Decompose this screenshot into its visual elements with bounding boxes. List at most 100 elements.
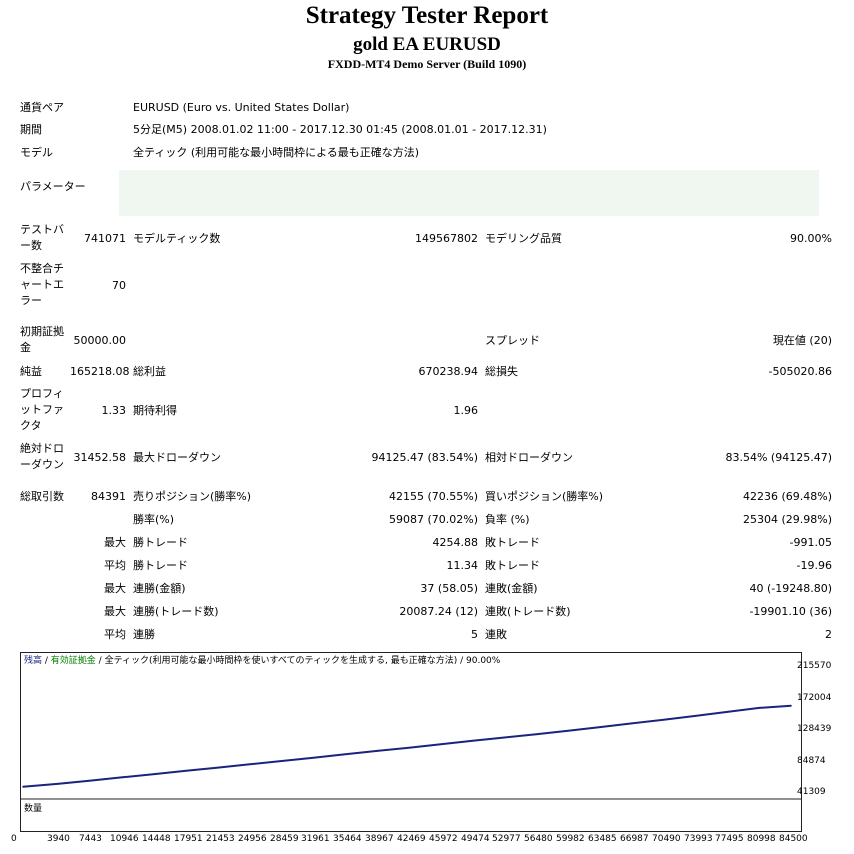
- y-tick-label: 84874: [797, 755, 826, 766]
- x-tick-label: 35464: [333, 834, 362, 844]
- loss-value: 25304 (29.98%): [742, 513, 832, 526]
- expected-value: 1.96: [453, 404, 479, 417]
- balance-point: [440, 743, 442, 745]
- model-label: モデル: [20, 146, 53, 159]
- legend-sep-1: /: [42, 656, 51, 666]
- balance-point: [694, 715, 697, 717]
- balance-chart: [20, 652, 802, 832]
- row-avg-label-2: 平均: [104, 628, 126, 641]
- bars-label: テストバー数: [20, 223, 64, 252]
- cons-lossamt-value: -19901.10 (36): [749, 605, 832, 618]
- largest-loss-value: -991.05: [789, 536, 832, 549]
- balance-point: [217, 766, 219, 769]
- row-max-label-2: 最大: [104, 582, 126, 595]
- balance-point: [758, 707, 760, 709]
- y-tick-label: 41309: [797, 787, 826, 797]
- cons-profit-value: 20087.24 (12): [399, 605, 478, 618]
- avg-win-label: 勝トレード: [133, 559, 188, 572]
- legend-sep-2: /: [95, 656, 105, 666]
- x-tick-label: 14448: [142, 834, 171, 844]
- balance-point: [503, 736, 506, 739]
- x-tick-label: 84500: [779, 834, 808, 844]
- abs-dd-value: 31452.58: [73, 451, 127, 464]
- avg-win-value: 11.34: [446, 559, 479, 572]
- rel-dd-value: 83.54% (94125.47): [725, 451, 832, 464]
- mismatch-value: 70: [112, 279, 126, 292]
- gross-loss-label: 総損失: [485, 365, 518, 378]
- row-max-label-3: 最大: [104, 605, 126, 618]
- x-tick-label: 52977: [492, 834, 521, 844]
- balance-point: [471, 740, 474, 742]
- volume-label: 数量: [24, 804, 43, 814]
- max-dd-value: 94125.47 (83.54%): [371, 451, 478, 464]
- x-tick-label: 63485: [588, 834, 617, 844]
- y-tick-label: 172004: [797, 692, 832, 703]
- balance-point: [344, 753, 347, 756]
- long-value: 42236 (69.48%): [742, 490, 832, 503]
- x-tick-label: 66987: [620, 834, 649, 844]
- mismatch-label: 不整合チャートエラー: [20, 262, 64, 307]
- short-value: 42155 (70.55%): [388, 490, 478, 503]
- balance-point: [567, 729, 569, 732]
- bars-value: 741071: [84, 232, 126, 245]
- net-value: 165218.08: [70, 365, 130, 378]
- long-label: 買いポジション(勝率%): [485, 490, 604, 503]
- row-avg-label: 平均: [104, 559, 126, 572]
- expected-label: 期待利得: [133, 404, 177, 417]
- x-tick-label: 56480: [524, 834, 553, 844]
- quality-value: 90.00%: [790, 232, 832, 245]
- period-value: 5分足(M5) 2008.01.02 11:00 - 2017.12.30 01…: [133, 123, 547, 136]
- abs-dd-label: 絶対ドローダウン: [20, 442, 64, 471]
- x-tick-label: 73993: [684, 834, 713, 844]
- balance-point: [185, 770, 187, 772]
- x-tick-label: 10946: [110, 834, 139, 844]
- short-label: 売りポジション(勝率%): [133, 490, 252, 503]
- params-label: パラメーター: [20, 180, 86, 193]
- balance-point: [408, 746, 410, 749]
- balance-point: [376, 750, 379, 752]
- balance-point: [121, 776, 124, 779]
- balance-point: [599, 726, 601, 728]
- report-subtitle: gold EA EURUSD: [353, 34, 501, 55]
- balance-point: [280, 760, 283, 762]
- x-tick-label: 77495: [715, 834, 744, 844]
- max-dd-label: 最大ドローダウン: [133, 451, 221, 464]
- x-tick-label: 28459: [270, 834, 299, 844]
- trades-label: 総取引数: [20, 490, 64, 503]
- win-value: 59087 (70.02%): [388, 513, 478, 526]
- cons-wins-money-value: 37 (58.05): [420, 582, 478, 595]
- balance-point: [662, 719, 665, 721]
- x-tick-label: 70490: [652, 834, 681, 844]
- legend-quality: 90.00%: [466, 656, 501, 666]
- balance-chart-svg: [21, 704, 801, 800]
- avg-cons-loss-value: 2: [825, 628, 832, 641]
- pf-label: プロフィットファクタ: [20, 387, 64, 432]
- largest-win-label: 勝トレード: [133, 536, 188, 549]
- balance-point: [249, 763, 251, 766]
- spread-label: スプレッド: [485, 334, 540, 347]
- gross-loss-value: -505020.86: [768, 365, 832, 378]
- chart-legend: 残高 / 有効証拠金 / 全ティック(利用可能な最小時間枠を使いすべてのティック…: [24, 655, 500, 667]
- row-max-label: 最大: [104, 536, 126, 549]
- balance-line: [22, 704, 792, 788]
- win-label: 勝率(%): [133, 513, 175, 526]
- balance-point: [153, 773, 156, 775]
- quality-label: モデリング品質: [485, 232, 562, 245]
- period-label: 期間: [20, 123, 42, 136]
- x-tick-label: 42469: [397, 834, 426, 844]
- pf-value: 1.33: [101, 404, 127, 417]
- x-tick-label: 21453: [206, 834, 235, 844]
- cons-profit-label: 連勝(トレード数): [133, 605, 219, 618]
- largest-loss-label: 敗トレード: [485, 536, 540, 549]
- avg-loss-label: 敗トレード: [485, 559, 540, 572]
- ticks-label: モデルティック数: [133, 232, 221, 245]
- model-value: 全ティック (利用可能な最小時間枠による最も正確な方法): [133, 146, 420, 159]
- cons-wins-money-label: 連勝(金額): [133, 582, 186, 595]
- gross-profit-value: 670238.94: [418, 365, 479, 378]
- loss-label: 負率 (%): [485, 513, 530, 526]
- avg-cons-win-label: 連勝: [133, 628, 155, 641]
- x-tick-label: 80998: [747, 834, 776, 844]
- x-tick-label: 31961: [301, 834, 330, 844]
- legend-description: 全ティック(利用可能な最小時間枠を使いすべてのティックを生成する, 最も正確な方…: [104, 656, 458, 666]
- x-tick-label: 49474: [461, 834, 490, 844]
